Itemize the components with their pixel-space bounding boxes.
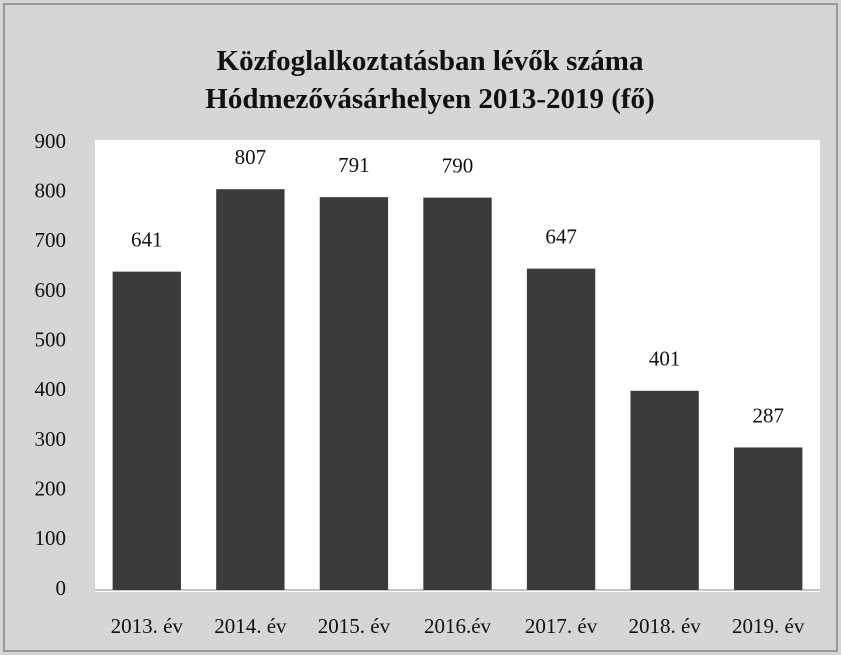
- value-label: 791: [338, 153, 370, 177]
- x-tick-label: 2019. év: [732, 614, 805, 638]
- y-tick-label: 300: [35, 427, 67, 451]
- value-label: 647: [545, 224, 577, 248]
- y-tick-label: 800: [35, 178, 67, 202]
- x-tick-label: 2018. év: [628, 614, 701, 638]
- frame: [3, 3, 838, 652]
- x-tick-label: 2015. év: [318, 614, 391, 638]
- y-tick-label: 500: [35, 327, 67, 351]
- bar: [630, 390, 699, 590]
- bar: [112, 271, 181, 590]
- bar: [423, 197, 492, 590]
- value-label: 401: [649, 347, 681, 371]
- y-tick-label: 400: [35, 377, 67, 401]
- x-tick-label: 2014. év: [214, 614, 287, 638]
- y-tick-label: 900: [35, 129, 67, 153]
- value-label: 807: [235, 145, 267, 169]
- value-label: 641: [131, 227, 163, 251]
- x-tick-label: 2013. év: [111, 614, 184, 638]
- x-tick-label: 2017. év: [525, 614, 598, 638]
- y-tick-label: 700: [35, 228, 67, 252]
- bar: [216, 189, 285, 590]
- y-tick-label: 0: [56, 576, 67, 600]
- y-tick-label: 600: [35, 278, 67, 302]
- value-label: 287: [752, 403, 784, 427]
- chart-title: Közfoglalkoztatásban lévők száma Hódmező…: [205, 45, 655, 115]
- bar: [319, 197, 389, 591]
- x-tick-label: 2016.év: [424, 614, 492, 638]
- value-label: 790: [442, 153, 474, 177]
- y-tick-label: 200: [35, 476, 67, 500]
- bar: [526, 268, 596, 590]
- y-tick-label: 100: [35, 526, 67, 550]
- bar: [734, 447, 803, 590]
